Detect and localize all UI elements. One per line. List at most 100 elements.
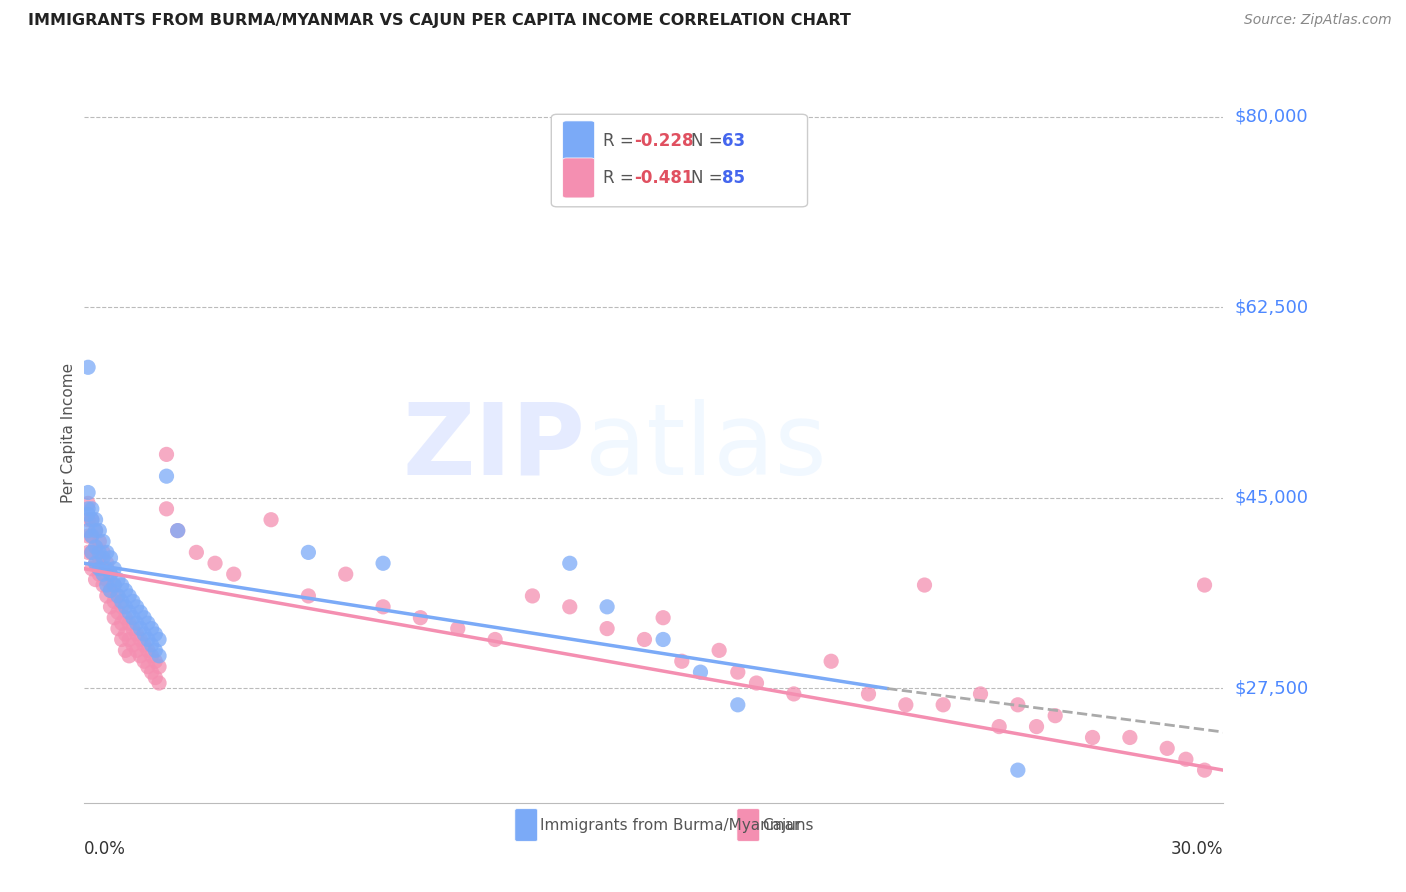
Text: $80,000: $80,000 <box>1234 108 1308 126</box>
FancyBboxPatch shape <box>737 809 759 841</box>
Text: -0.228: -0.228 <box>634 132 695 150</box>
Point <box>89 567 111 582</box>
Point <box>77 360 100 375</box>
Point <box>141 648 163 663</box>
Point <box>596 622 619 636</box>
Text: Source: ZipAtlas.com: Source: ZipAtlas.com <box>1244 13 1392 28</box>
Point <box>118 616 141 631</box>
Text: R =: R = <box>603 169 638 187</box>
Point <box>132 654 155 668</box>
Point <box>118 648 141 663</box>
Point <box>148 632 170 647</box>
Point <box>297 589 319 603</box>
Point <box>166 524 188 538</box>
Point <box>143 654 166 668</box>
Point <box>118 589 141 603</box>
Point <box>122 594 145 608</box>
Point <box>89 545 111 559</box>
Point <box>783 687 806 701</box>
Point <box>141 665 163 680</box>
Point <box>91 567 114 582</box>
Point <box>100 567 122 582</box>
Point <box>707 643 730 657</box>
Point <box>107 622 129 636</box>
Text: $27,500: $27,500 <box>1234 680 1309 698</box>
Point <box>1194 763 1216 777</box>
Point <box>894 698 917 712</box>
Point <box>143 671 166 685</box>
Point <box>91 562 114 576</box>
Point <box>484 632 506 647</box>
Point <box>91 550 114 565</box>
Point <box>80 545 103 559</box>
Point <box>80 513 103 527</box>
Point <box>84 540 107 554</box>
Point <box>914 578 936 592</box>
Point <box>297 545 319 559</box>
Point <box>132 638 155 652</box>
Point <box>141 622 163 636</box>
Point <box>91 534 114 549</box>
Point <box>1007 698 1029 712</box>
Point <box>969 687 991 701</box>
Point <box>80 529 103 543</box>
Point <box>77 529 100 543</box>
Point <box>80 545 103 559</box>
Point <box>114 583 136 598</box>
Point <box>118 605 141 619</box>
Point <box>96 578 118 592</box>
Text: $45,000: $45,000 <box>1234 489 1309 507</box>
Point <box>155 501 177 516</box>
Point <box>727 665 749 680</box>
Point <box>84 524 107 538</box>
Point <box>652 632 675 647</box>
Point <box>122 638 145 652</box>
Point <box>148 676 170 690</box>
Point <box>96 573 118 587</box>
Text: N =: N = <box>692 169 728 187</box>
Point <box>1025 720 1047 734</box>
Point <box>671 654 693 668</box>
Text: N =: N = <box>692 132 728 150</box>
Text: Immigrants from Burma/Myanmar: Immigrants from Burma/Myanmar <box>540 817 800 832</box>
FancyBboxPatch shape <box>562 158 595 198</box>
FancyBboxPatch shape <box>515 809 537 841</box>
Point <box>143 643 166 657</box>
Point <box>136 643 159 657</box>
Text: R =: R = <box>603 132 638 150</box>
Y-axis label: Per Capita Income: Per Capita Income <box>60 362 76 503</box>
Point <box>148 659 170 673</box>
Point <box>103 578 125 592</box>
Point <box>136 632 159 647</box>
Point <box>107 589 129 603</box>
Point <box>100 550 122 565</box>
Text: 0.0%: 0.0% <box>84 840 127 858</box>
Point <box>132 610 155 624</box>
Point <box>186 545 208 559</box>
Point <box>114 599 136 614</box>
Point <box>260 513 283 527</box>
Point <box>100 583 122 598</box>
Point <box>1081 731 1104 745</box>
Point <box>129 605 152 619</box>
Point <box>727 698 749 712</box>
Point <box>77 545 100 559</box>
Point <box>114 610 136 624</box>
Point <box>125 599 148 614</box>
Point <box>84 573 107 587</box>
Point <box>820 654 842 668</box>
Point <box>80 513 103 527</box>
Text: 30.0%: 30.0% <box>1171 840 1223 858</box>
Point <box>335 567 357 582</box>
Point <box>125 627 148 641</box>
Point <box>111 632 134 647</box>
Point <box>122 622 145 636</box>
Point <box>77 485 100 500</box>
Point <box>118 632 141 647</box>
Point <box>89 524 111 538</box>
Point <box>80 501 103 516</box>
Point <box>89 534 111 549</box>
Point <box>143 627 166 641</box>
Point <box>1174 752 1197 766</box>
Point <box>745 676 768 690</box>
